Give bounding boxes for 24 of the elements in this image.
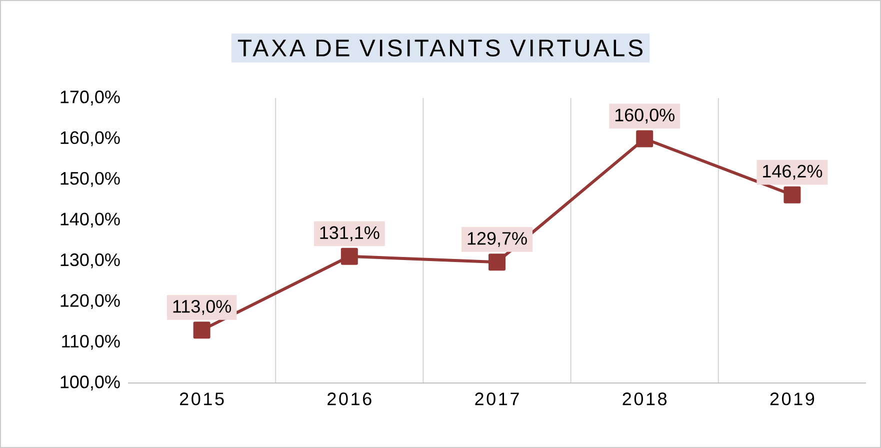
y-tick-label: 150,0%	[60, 172, 120, 187]
data-label: 129,7%	[468, 232, 527, 247]
point	[784, 186, 801, 204]
point	[340, 248, 358, 265]
point	[488, 254, 506, 271]
chart-title: TAXA DE VISITANTS VIRTUALS	[238, 40, 642, 56]
x-tick-label: 2018	[622, 392, 667, 406]
y-tick-label: 170,0%	[60, 90, 120, 106]
data-label: 146,2%	[763, 164, 822, 180]
y-tick-label: 110,0%	[62, 334, 120, 350]
data-label: 160,0%	[615, 108, 674, 124]
data-label: 113,0%	[173, 300, 232, 315]
y-tick-label: 130,0%	[60, 253, 120, 268]
point	[636, 130, 654, 148]
y-tick-label: 160,0%	[60, 131, 120, 146]
data-label: 131,1%	[320, 226, 380, 242]
point	[193, 322, 210, 339]
x-tick-label: 2015	[180, 392, 224, 406]
y-tick-label: 120,0%	[60, 294, 120, 310]
y-tick-label: 140,0%	[60, 212, 120, 228]
x-tick-label: 2016	[328, 392, 372, 406]
x-tick-label: 2017	[475, 392, 519, 406]
y-tick-label: 100,0%	[60, 376, 120, 390]
x-tick-label: 2019	[770, 392, 814, 406]
